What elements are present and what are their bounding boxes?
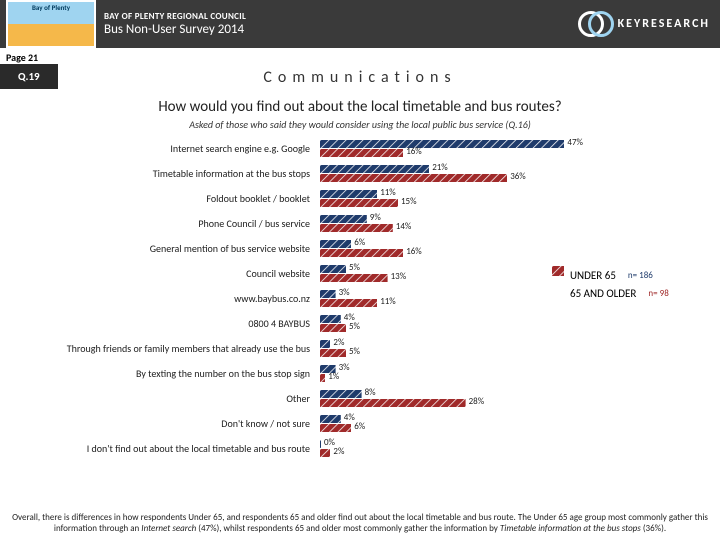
bar-under <box>320 165 429 173</box>
footer-p2: (47%), whilst respondents 65 and older m… <box>196 523 500 534</box>
bar-older-value: 15% <box>401 196 417 207</box>
bar-older <box>320 249 403 257</box>
footer-summary: Overall, there is differences in how res… <box>12 512 708 535</box>
row-label: Foldout booklet / booklet <box>36 192 316 205</box>
rings-icon <box>578 6 614 42</box>
row-label: Through friends or family members that a… <box>36 342 316 355</box>
bar-older <box>320 399 466 407</box>
legend-older-label: 65 AND OLDER <box>570 287 636 300</box>
row-label: Don't know / not sure <box>36 417 316 430</box>
bar-under-value: 3% <box>339 362 350 373</box>
bar-older-value: 13% <box>391 271 407 282</box>
bar-under <box>320 190 377 198</box>
bar-older-value: 16% <box>406 146 422 157</box>
bar-older-value: 5% <box>349 346 360 357</box>
row-label: 0800 4 BAYBUS <box>36 317 316 330</box>
question-text: How would you find out about the local t… <box>0 98 720 116</box>
bar-older-value: 2% <box>333 446 344 457</box>
bar-under-value: 21% <box>432 162 448 173</box>
bar-older <box>320 449 330 457</box>
chart-row: Timetable information at the bus stops 2… <box>36 163 686 185</box>
header-bar: Bay of Plenty BAY OF PLENTY REGIONAL COU… <box>0 0 720 48</box>
chart-row: Don't know / not sure 4% 6% <box>36 413 686 435</box>
bar-older <box>320 199 398 207</box>
bar-under-value: 4% <box>344 412 355 423</box>
bar-under-value: 47% <box>567 137 583 148</box>
bar-under-value: 8% <box>365 387 376 398</box>
bar-under-value: 2% <box>333 337 344 348</box>
section-title: Communications <box>0 68 720 87</box>
footer-p3: (36%). <box>641 523 666 534</box>
row-label: Timetable information at the bus stops <box>36 167 316 180</box>
bar-under <box>320 315 341 323</box>
chart-row: By texting the number on the bus stop si… <box>36 363 686 385</box>
bar-chart: Internet search engine e.g. Google 47% 1… <box>36 138 686 468</box>
row-label: Council website <box>36 267 316 280</box>
header-text: BAY OF PLENTY REGIONAL COUNCIL Bus Non-U… <box>104 11 246 37</box>
bar-under <box>320 340 330 348</box>
bar-older <box>320 374 325 382</box>
swatch-older-icon <box>552 288 564 298</box>
bar-older <box>320 174 507 182</box>
chart-row: Through friends or family members that a… <box>36 338 686 360</box>
bar-older-value: 28% <box>469 396 485 407</box>
logo-text: Bay of Plenty <box>32 3 70 12</box>
bar-older <box>320 424 351 432</box>
row-label: Other <box>36 392 316 405</box>
chart-row: 0800 4 BAYBUS 4% 5% <box>36 313 686 335</box>
bar-older <box>320 299 377 307</box>
bar-older-value: 5% <box>349 321 360 332</box>
chart-row: Phone Council / bus service 9% 14% <box>36 213 686 235</box>
legend-under-label: UNDER 65 <box>570 269 616 282</box>
bar-older <box>320 349 346 357</box>
bar-older <box>320 274 388 282</box>
bar-under <box>320 390 362 398</box>
legend-under-65: UNDER 65 n= 186 <box>552 266 669 284</box>
n-older: n= 98 <box>648 288 668 299</box>
bar-older-value: 14% <box>396 221 412 232</box>
chart-row: General mention of bus service website 6… <box>36 238 686 260</box>
footer-em1: Internet search <box>141 523 196 534</box>
bar-under-value: 9% <box>370 212 381 223</box>
row-label: Internet search engine e.g. Google <box>36 142 316 155</box>
bar-under-value: 6% <box>354 237 365 248</box>
bar-older-value: 1% <box>328 371 339 382</box>
chart-row: Internet search engine e.g. Google 47% 1… <box>36 138 686 160</box>
bar-under <box>320 140 564 148</box>
bar-under-value: 11% <box>380 187 396 198</box>
bar-under <box>320 440 321 448</box>
question-subtext: Asked of those who said they would consi… <box>0 118 720 131</box>
bar-under <box>320 265 346 273</box>
n-under: n= 186 <box>628 270 653 281</box>
bar-older-value: 11% <box>380 296 396 307</box>
chart-legend: UNDER 65 n= 186 65 AND OLDER n= 98 <box>552 266 669 302</box>
header-survey: Bus Non-User Survey 2014 <box>104 22 246 37</box>
row-label: Phone Council / bus service <box>36 217 316 230</box>
bar-under <box>320 240 351 248</box>
bar-older <box>320 224 393 232</box>
keyresearch-text: KEYRESEARCH <box>618 17 710 31</box>
legend-65-older: 65 AND OLDER n= 98 <box>552 284 669 302</box>
footer-em2: Timetable information at the bus stops <box>500 523 641 534</box>
bar-under <box>320 215 367 223</box>
chart-row: I don't find out about the local timetab… <box>36 438 686 460</box>
row-label: By texting the number on the bus stop si… <box>36 367 316 380</box>
bar-under <box>320 415 341 423</box>
bar-under <box>320 290 336 298</box>
row-label: I don't find out about the local timetab… <box>36 442 316 455</box>
row-label: General mention of bus service website <box>36 242 316 255</box>
chart-row: Foldout booklet / booklet 11% 15% <box>36 188 686 210</box>
council-logo: Bay of Plenty <box>6 0 96 48</box>
bar-older <box>320 149 403 157</box>
bar-under-value: 5% <box>349 262 360 273</box>
row-label: www.baybus.co.nz <box>36 292 316 305</box>
chart-row: Other 8% 28% <box>36 388 686 410</box>
bar-older <box>320 324 346 332</box>
bar-older-value: 36% <box>510 171 526 182</box>
bar-under-value: 3% <box>339 287 350 298</box>
bar-older-value: 16% <box>406 246 422 257</box>
header-org: BAY OF PLENTY REGIONAL COUNCIL <box>104 11 246 22</box>
bar-older-value: 6% <box>354 421 365 432</box>
keyresearch-logo: KEYRESEARCH <box>578 6 710 42</box>
